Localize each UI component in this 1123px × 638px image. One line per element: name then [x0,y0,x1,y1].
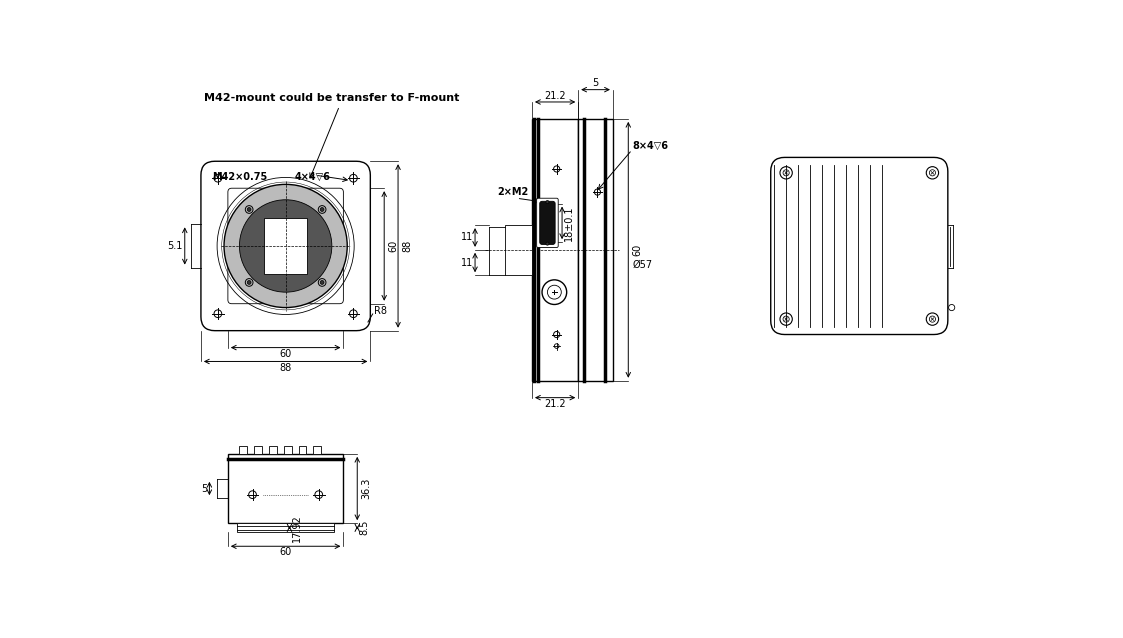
Text: 17.92: 17.92 [292,514,302,542]
Text: 18±0.1: 18±0.1 [565,205,574,241]
Bar [532,119,578,381]
Text: 2×M2: 2×M2 [497,187,529,197]
Text: 5: 5 [201,484,207,494]
FancyBboxPatch shape [540,202,555,244]
Bar [284,446,292,454]
FancyBboxPatch shape [201,161,371,330]
Text: Ø57: Ø57 [632,260,652,271]
Text: 21.2: 21.2 [545,91,566,101]
Text: M42×0.75: M42×0.75 [212,172,267,182]
Text: 4×4▽6: 4×4▽6 [295,172,331,182]
Bar [505,225,532,275]
Bar [299,446,307,454]
Circle shape [247,207,252,211]
FancyBboxPatch shape [537,198,558,248]
Text: 60: 60 [632,244,642,256]
Text: 11: 11 [460,258,473,267]
Bar [313,446,321,454]
Circle shape [223,184,347,308]
Bar [237,523,335,532]
Circle shape [546,242,549,245]
FancyBboxPatch shape [228,188,344,304]
Circle shape [320,281,325,285]
Text: 36.3: 36.3 [362,478,371,499]
Circle shape [247,281,252,285]
Circle shape [546,200,549,204]
Text: 8×4▽6: 8×4▽6 [632,141,668,151]
Text: 60: 60 [389,240,398,252]
FancyBboxPatch shape [770,158,948,334]
Text: 8.5: 8.5 [359,520,369,535]
Circle shape [320,207,325,211]
Text: R8: R8 [374,306,387,316]
Text: M42-mount could be transfer to F-mount: M42-mount could be transfer to F-mount [204,93,459,103]
Text: 21.2: 21.2 [545,399,566,409]
Text: 60: 60 [280,547,292,558]
Text: 60: 60 [280,349,292,359]
Text: 88: 88 [280,362,292,373]
Bar [254,446,262,454]
Bar [239,446,247,454]
Bar [228,454,344,523]
Text: 11: 11 [460,232,473,242]
Text: 5: 5 [593,78,599,89]
Bar [578,119,613,381]
Bar [264,218,308,274]
Text: 5.1: 5.1 [167,241,182,251]
Text: 88: 88 [402,240,412,252]
Circle shape [239,200,331,292]
Bar [270,446,276,454]
